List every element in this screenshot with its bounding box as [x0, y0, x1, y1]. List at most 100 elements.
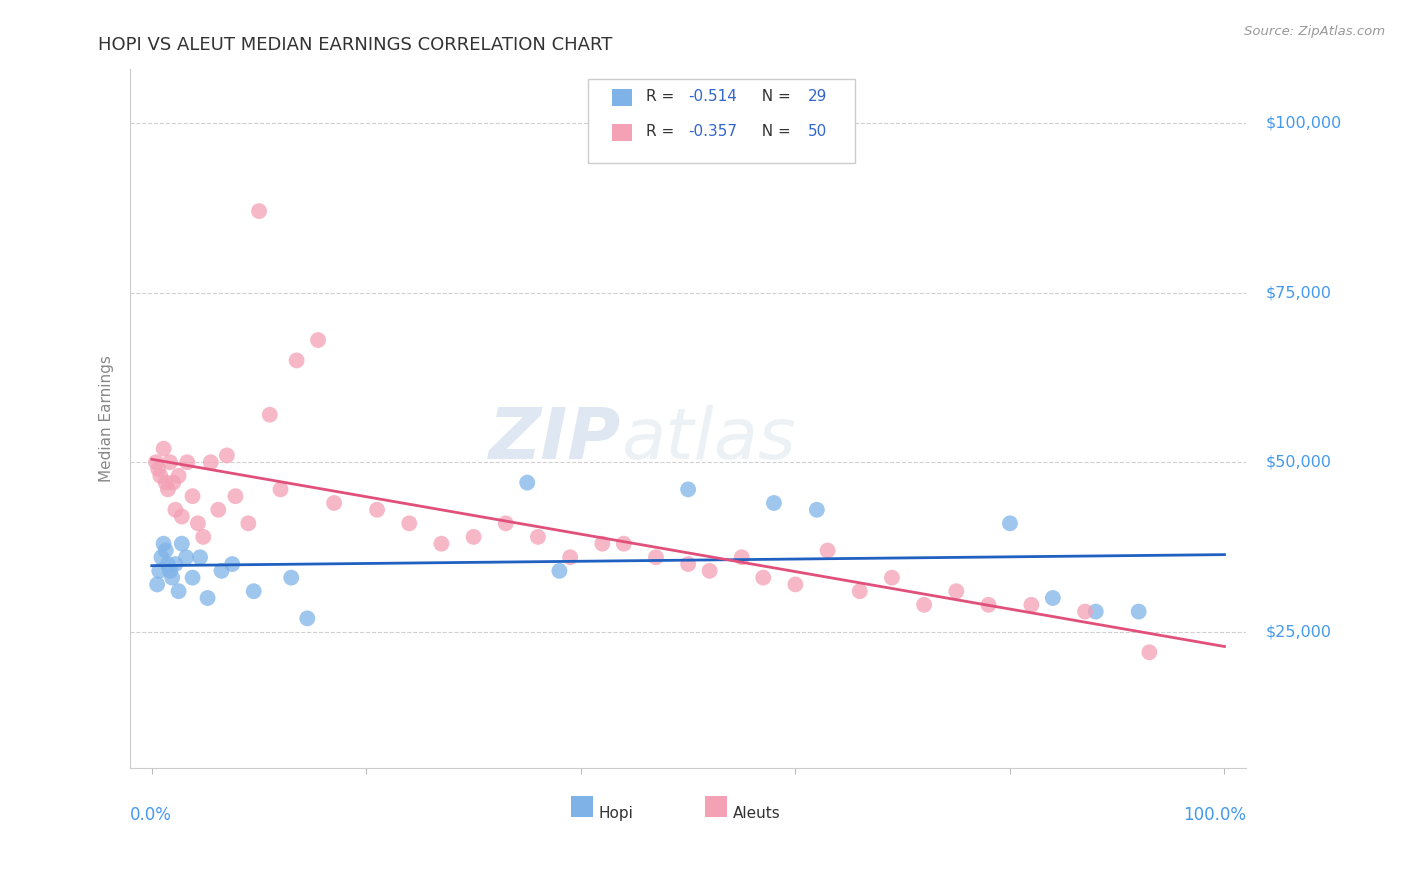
Point: [188, 550, 211, 565]
Text: HOPI VS ALEUT MEDIAN EARNINGS CORRELATION CHART: HOPI VS ALEUT MEDIAN EARNINGS CORRELATIO…: [98, 36, 613, 54]
Point: [945, 584, 967, 599]
Point: [165, 502, 187, 516]
Point: [176, 455, 198, 469]
Point: [146, 577, 169, 591]
Text: $100,000: $100,000: [1265, 115, 1343, 130]
Point: [149, 468, 172, 483]
Point: [165, 557, 187, 571]
Y-axis label: Median Earnings: Median Earnings: [100, 355, 114, 482]
Point: [977, 598, 1000, 612]
Point: [752, 571, 775, 585]
Point: [197, 591, 219, 605]
Point: [181, 571, 204, 585]
Point: [676, 483, 699, 497]
Point: [560, 550, 582, 565]
Point: [259, 408, 281, 422]
Point: [731, 550, 754, 565]
Text: N =: N =: [752, 124, 796, 139]
Point: [155, 475, 177, 490]
Point: [495, 516, 517, 531]
Point: [148, 564, 170, 578]
Text: 100.0%: 100.0%: [1182, 806, 1246, 824]
Point: [174, 550, 197, 565]
FancyBboxPatch shape: [571, 796, 593, 817]
Text: $75,000: $75,000: [1265, 285, 1331, 300]
Point: [156, 557, 179, 571]
Point: [215, 449, 238, 463]
Point: [998, 516, 1021, 531]
Point: [193, 530, 215, 544]
Point: [270, 483, 292, 497]
Text: R =: R =: [645, 124, 679, 139]
Text: 0.0%: 0.0%: [131, 806, 172, 824]
Point: [398, 516, 420, 531]
Point: [162, 475, 184, 490]
FancyBboxPatch shape: [612, 89, 633, 105]
Point: [645, 550, 668, 565]
Text: N =: N =: [752, 89, 796, 104]
Point: [516, 475, 538, 490]
Point: [366, 502, 388, 516]
Point: [848, 584, 870, 599]
Point: [280, 571, 302, 585]
Point: [187, 516, 209, 531]
Text: atlas: atlas: [621, 405, 796, 474]
Text: $50,000: $50,000: [1265, 455, 1331, 470]
Point: [699, 564, 721, 578]
Point: [307, 333, 329, 347]
Point: [323, 496, 346, 510]
Point: [1021, 598, 1043, 612]
Point: [1042, 591, 1064, 605]
FancyBboxPatch shape: [612, 124, 633, 141]
Point: [238, 516, 260, 531]
Point: [159, 564, 181, 578]
Point: [242, 584, 264, 599]
Point: [285, 353, 308, 368]
Point: [170, 537, 193, 551]
Point: [613, 537, 636, 551]
Point: [247, 204, 270, 219]
Point: [785, 577, 807, 591]
Point: [806, 502, 828, 516]
Point: [156, 483, 179, 497]
Point: [430, 537, 453, 551]
Text: Hopi: Hopi: [599, 806, 634, 822]
Point: [912, 598, 935, 612]
Point: [762, 496, 785, 510]
Point: [181, 489, 204, 503]
Point: [150, 550, 173, 565]
Point: [170, 509, 193, 524]
Text: 29: 29: [807, 89, 827, 104]
Point: [145, 455, 167, 469]
Point: [167, 468, 190, 483]
Point: [152, 537, 174, 551]
Point: [160, 571, 183, 585]
Point: [211, 564, 233, 578]
Point: [207, 502, 229, 516]
Text: $25,000: $25,000: [1265, 624, 1331, 640]
Point: [817, 543, 839, 558]
Text: 50: 50: [807, 124, 827, 139]
Point: [167, 584, 190, 599]
Text: Source: ZipAtlas.com: Source: ZipAtlas.com: [1244, 25, 1385, 38]
Point: [200, 455, 222, 469]
Text: ZIP: ZIP: [489, 405, 621, 474]
Point: [591, 537, 613, 551]
Point: [676, 557, 699, 571]
Point: [1084, 605, 1107, 619]
Point: [221, 557, 243, 571]
Point: [159, 455, 181, 469]
Point: [463, 530, 485, 544]
Point: [155, 543, 177, 558]
FancyBboxPatch shape: [704, 796, 727, 817]
Text: -0.357: -0.357: [688, 124, 737, 139]
Point: [148, 462, 170, 476]
FancyBboxPatch shape: [588, 79, 855, 163]
Point: [1137, 645, 1160, 659]
Point: [224, 489, 246, 503]
Text: Aleuts: Aleuts: [733, 806, 780, 822]
Point: [527, 530, 550, 544]
Text: R =: R =: [645, 89, 679, 104]
Point: [297, 611, 319, 625]
Point: [1128, 605, 1150, 619]
